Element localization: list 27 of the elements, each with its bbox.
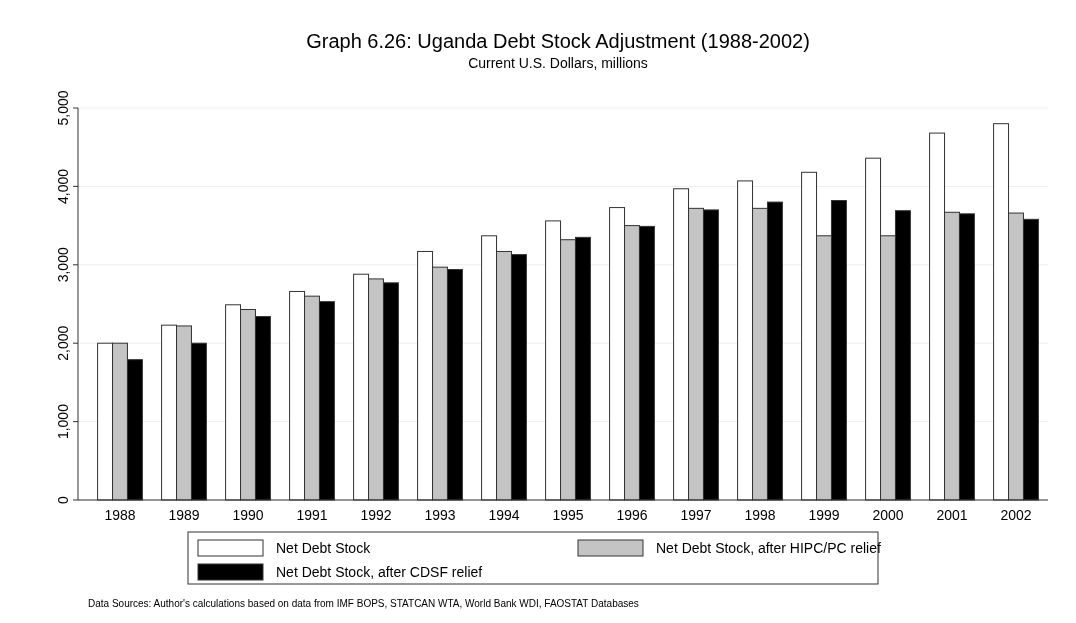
x-tick-label: 1995	[552, 507, 584, 523]
x-tick-label: 1998	[744, 507, 776, 523]
y-tick-label: 3,000	[55, 247, 71, 283]
x-tick-label: 2002	[1000, 507, 1032, 523]
x-tick-label: 2000	[872, 507, 904, 523]
y-tick-label: 2,000	[55, 325, 71, 361]
x-tick-label: 1994	[488, 507, 520, 523]
y-tick-label: 4,000	[55, 168, 71, 204]
x-tick-label: 1999	[808, 507, 840, 523]
chart-title: Graph 6.26: Uganda Debt Stock Adjustment (1988-2002)	[306, 30, 810, 52]
x-tick-label: 1996	[616, 507, 648, 523]
legend-label: Net Debt Stock, after HIPC/PC relief	[656, 540, 881, 556]
x-tick-label: 1991	[296, 507, 328, 523]
chart-subtitle: Current U.S. Dollars, millions	[468, 55, 648, 71]
x-tick-label: 1993	[424, 507, 456, 523]
y-tick-label: 5,000	[55, 90, 71, 126]
x-tick-label: 1989	[168, 507, 200, 523]
x-tick-label: 1992	[360, 507, 392, 523]
x-tick-label: 1990	[232, 507, 264, 523]
legend-label: Net Debt Stock	[276, 540, 372, 556]
text: Data Sources: Author's calculations based on data from IMF BOPS, STATCAN WTA, World Bank WDI, FAOSTAT Databases	[88, 598, 639, 609]
x-tick-label: 1997	[680, 507, 712, 523]
y-tick-label: 0	[55, 495, 71, 504]
y-tick-label: 1,000	[55, 403, 71, 440]
x-tick-label: 2001	[936, 507, 968, 523]
x-tick-label: 1988	[104, 507, 136, 523]
legend-label: Net Debt Stock, after CDSF relief	[276, 564, 483, 580]
